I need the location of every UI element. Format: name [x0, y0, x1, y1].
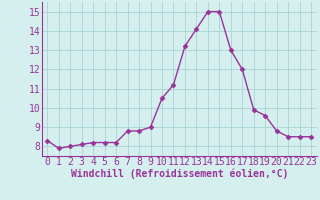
X-axis label: Windchill (Refroidissement éolien,°C): Windchill (Refroidissement éolien,°C) [70, 169, 288, 179]
